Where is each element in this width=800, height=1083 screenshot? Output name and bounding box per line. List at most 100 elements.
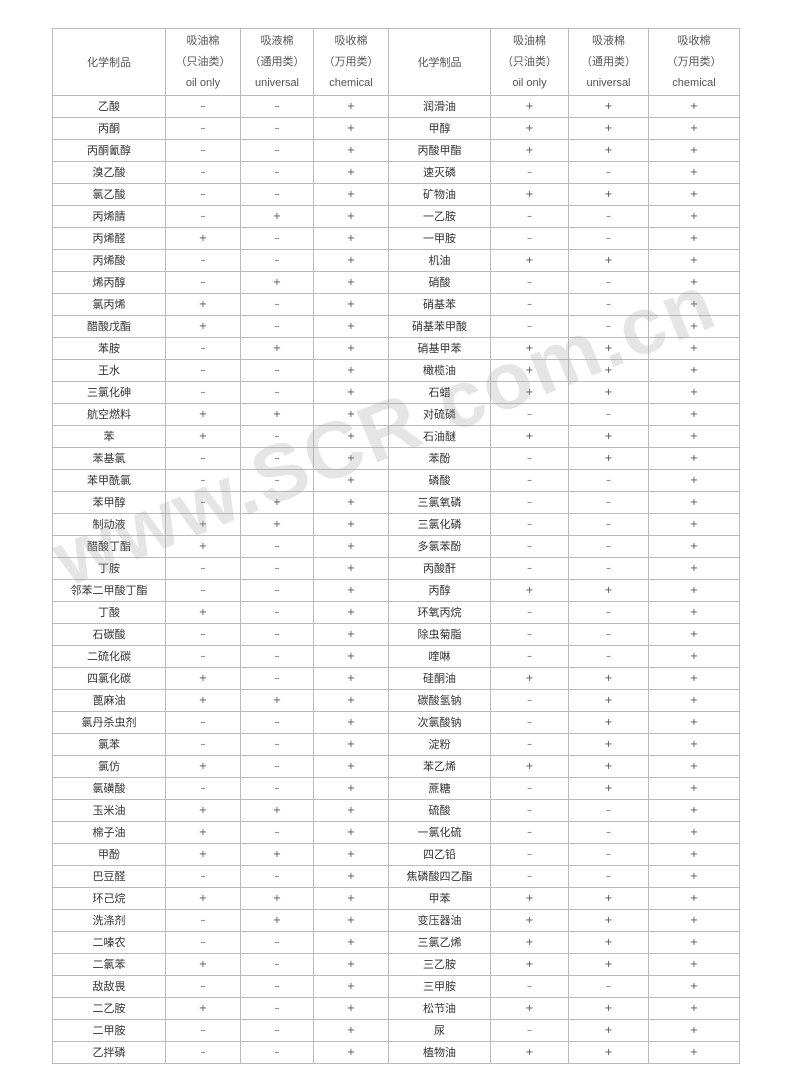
universal-value: – [240, 117, 314, 140]
chemical-name: 石油醚 [388, 425, 491, 448]
oil-only-value: – [490, 645, 569, 668]
chemical-value: + [313, 887, 389, 910]
header-chemical: 化学制品 [52, 28, 166, 96]
chemical-name: 二甲胺 [52, 1019, 166, 1042]
chemical-value: + [648, 843, 740, 866]
universal-value: – [240, 249, 314, 272]
chemical-value: + [313, 975, 389, 998]
chemical-name: 二嗪农 [52, 931, 166, 954]
universal-value: – [240, 821, 314, 844]
universal-value: + [568, 711, 649, 734]
oil-only-value: – [490, 1019, 569, 1042]
universal-value: – [240, 447, 314, 470]
universal-value: – [240, 711, 314, 734]
table-row: 苯甲酰氯 – – + 磷酸 – – + [52, 469, 740, 492]
chemical-value: + [313, 799, 389, 822]
chemical-name: 硝酸 [388, 271, 491, 294]
chemical-value: + [313, 95, 389, 118]
chemical-value: + [648, 271, 740, 294]
oil-only-value: + [165, 403, 241, 426]
oil-only-value: – [490, 733, 569, 756]
universal-value: – [240, 975, 314, 998]
chemical-name: 棉子油 [52, 821, 166, 844]
chemical-name: 醋酸戊酯 [52, 315, 166, 338]
chemical-name: 航空燃料 [52, 403, 166, 426]
chemical-value: + [648, 557, 740, 580]
universal-value: + [568, 139, 649, 162]
table-row: 航空燃料 + + + 对硫磷 – – + [52, 403, 740, 426]
oil-only-value: + [165, 887, 241, 910]
universal-value: – [240, 183, 314, 206]
chemical-value: + [648, 601, 740, 624]
oil-only-value: – [165, 1041, 241, 1064]
chemical-name: 制动液 [52, 513, 166, 536]
universal-value: – [240, 645, 314, 668]
oil-only-value: – [165, 447, 241, 470]
universal-value: – [240, 997, 314, 1020]
oil-only-value: + [490, 183, 569, 206]
oil-only-value: – [490, 689, 569, 712]
chemical-name: 洗涤剂 [52, 909, 166, 932]
chemical-value: + [313, 403, 389, 426]
chemical-name: 氯丹杀虫剂 [52, 711, 166, 734]
oil-only-value: – [490, 469, 569, 492]
chemical-value: + [313, 271, 389, 294]
header-chemical-pad-2: 吸收棉 （万用类） chemical [648, 28, 740, 96]
oil-only-value: + [165, 821, 241, 844]
universal-value: + [568, 117, 649, 140]
oil-only-value: – [490, 711, 569, 734]
universal-value: + [568, 755, 649, 778]
table-row: 二乙胺 + – + 松节油 + + + [52, 997, 740, 1020]
universal-value: + [568, 1041, 649, 1064]
chemical-name: 速灭磷 [388, 161, 491, 184]
oil-only-value: + [490, 117, 569, 140]
chemical-name: 四氯化碳 [52, 667, 166, 690]
oil-only-value: – [165, 579, 241, 602]
universal-value: – [568, 403, 649, 426]
chemical-name: 氯丙烯 [52, 293, 166, 316]
chemical-name: 苯胺 [52, 337, 166, 360]
universal-value: – [240, 579, 314, 602]
chemical-name: 一氯化硫 [388, 821, 491, 844]
universal-value: + [568, 689, 649, 712]
oil-only-value: – [165, 359, 241, 382]
chemical-value: + [313, 381, 389, 404]
chemical-value: + [648, 381, 740, 404]
chemical-value: + [313, 557, 389, 580]
oil-only-value: – [490, 205, 569, 228]
universal-value: – [568, 799, 649, 822]
chemical-value: + [648, 491, 740, 514]
chemical-name: 王水 [52, 359, 166, 382]
universal-value: – [240, 95, 314, 118]
table-row: 苯胺 – + + 硝基甲苯 + + + [52, 337, 740, 360]
oil-only-value: – [165, 491, 241, 514]
universal-value: – [568, 557, 649, 580]
oil-only-value: – [165, 205, 241, 228]
oil-only-value: – [165, 95, 241, 118]
table-row: 乙酸 – – + 润滑油 + + + [52, 95, 740, 118]
oil-only-value: – [165, 909, 241, 932]
chemical-name: 丁胺 [52, 557, 166, 580]
chemical-value: + [648, 667, 740, 690]
header-oil-only-2: 吸油棉 （只油类） oil only [490, 28, 569, 96]
header-universal: 吸液棉 （通用类） universal [240, 28, 314, 96]
oil-only-value: – [490, 821, 569, 844]
oil-only-value: – [165, 623, 241, 646]
chemical-name: 一乙胺 [388, 205, 491, 228]
universal-value: – [240, 667, 314, 690]
oil-only-value: + [165, 843, 241, 866]
table-row: 二氯苯 + – + 三乙胺 + + + [52, 953, 740, 976]
chemical-compatibility-table: 化学制品 吸油棉 （只油类） oil only 吸液棉 （通用类） universal … [52, 28, 740, 1064]
universal-value: – [568, 315, 649, 338]
table-row: 石碳酸 – – + 除虫菊脂 – – + [52, 623, 740, 646]
oil-only-value: – [490, 601, 569, 624]
universal-value: – [240, 469, 314, 492]
chemical-value: + [648, 645, 740, 668]
chemical-value: + [313, 293, 389, 316]
header-chemical-2: 化学制品 [388, 28, 491, 96]
chemical-value: + [648, 975, 740, 998]
chemical-name: 苯甲酰氯 [52, 469, 166, 492]
table-row: 乙拌磷 – – + 植物油 + + + [52, 1041, 740, 1064]
oil-only-value: – [165, 249, 241, 272]
chemical-value: + [313, 689, 389, 712]
